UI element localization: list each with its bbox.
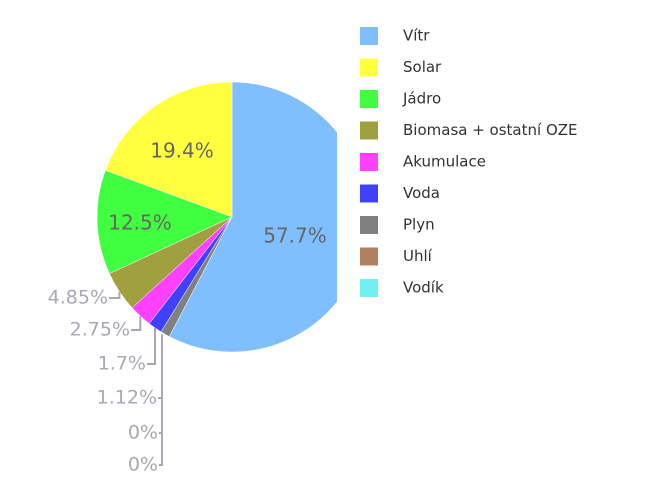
slice — [96, 170, 233, 274]
legend-label: Plyn — [403, 216, 435, 234]
legend-swatch — [360, 247, 378, 266]
labels: 57.7% 19.4% 12.5% 4.85% 2.75% 1.7% 1.12% 0% 0% — [48, 139, 327, 476]
legend-swatch — [360, 58, 378, 77]
slice — [104, 81, 233, 218]
legend-swatch — [360, 279, 378, 297]
legend-swatch — [360, 153, 378, 171]
slice — [168, 81, 337, 353]
legend-label: Vodík — [403, 279, 444, 297]
legend-label: Solar — [403, 58, 442, 76]
legend-swatch — [360, 184, 378, 203]
legend-label: Akumulace — [403, 153, 486, 171]
slice-label: 19.4% — [150, 139, 214, 163]
legend-label: Uhlí — [403, 247, 433, 265]
slice-label: 1.12% — [97, 387, 157, 409]
slice — [160, 216, 233, 337]
leader-line — [131, 316, 142, 331]
slice-label: 57.7% — [263, 224, 327, 248]
legend-label: Jádro — [402, 90, 441, 108]
legend-label: Vítr — [403, 27, 430, 45]
slice-label: 4.85% — [48, 287, 108, 309]
slice-label: 2.75% — [70, 319, 130, 341]
leader-line — [159, 336, 163, 466]
legend-swatch — [360, 90, 378, 108]
slice-label: 12.5% — [108, 211, 172, 235]
legend-label: Biomasa + ostatní OZE — [403, 121, 578, 139]
legend-swatch — [360, 27, 378, 45]
pie — [96, 81, 337, 353]
legend-swatch — [360, 121, 378, 140]
slice-label: 0% — [128, 422, 158, 444]
legend-swatch — [360, 216, 378, 234]
slice-label: 0% — [128, 454, 158, 476]
leader-line — [109, 291, 121, 299]
slice-label: 1.7% — [98, 353, 146, 375]
leader-line — [147, 327, 157, 365]
legend: Vítr Solar Jádro Biomasa + ostatní OZE Akumu… — [360, 27, 578, 297]
legend-label: Voda — [403, 184, 440, 202]
